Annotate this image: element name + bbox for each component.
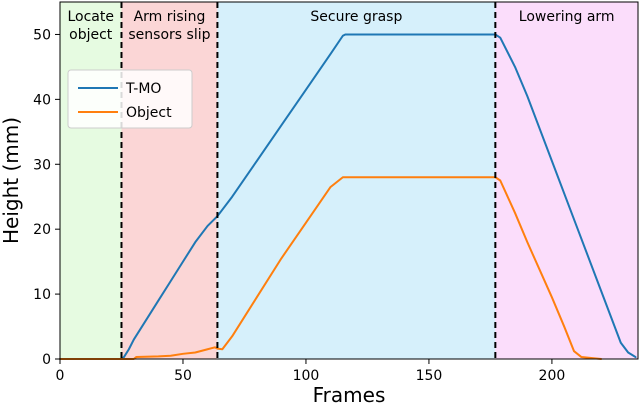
region-label-lowering-arm: Lowering arm <box>519 9 615 25</box>
region-labels: Locate object Arm rising sensors slip Secure… <box>67 9 614 43</box>
region-arm-rising-sensors-slip <box>121 2 218 359</box>
region-lowering-arm <box>495 2 638 359</box>
x-tick-label: 50 <box>174 368 192 384</box>
region-label-secure-grasp: Secure grasp <box>310 9 402 25</box>
x-tick-label: 100 <box>293 368 320 384</box>
legend-box <box>67 69 193 129</box>
region-secure-grasp <box>217 2 496 359</box>
series-line-object <box>59 176 603 360</box>
y-tick-label: 20 <box>33 222 51 238</box>
y-axis-label: Height (mm) <box>0 117 23 244</box>
regions-layer <box>60 2 638 359</box>
x-ticks: 0 50 100 150 200 <box>56 359 566 384</box>
y-tick-label: 0 <box>42 352 51 368</box>
plot-frame <box>59 1 639 360</box>
legend: T-MO Object <box>67 69 193 129</box>
series-layer <box>59 33 637 360</box>
region-locate-object <box>60 2 122 359</box>
region-label-sensors-slip: sensors slip <box>128 27 210 43</box>
y-tick-label: 50 <box>33 27 51 43</box>
region-label-arm-rising: Arm rising <box>134 9 206 25</box>
y-tick-label: 10 <box>33 287 51 303</box>
y-ticks: 0 10 20 30 40 50 <box>33 27 60 368</box>
y-tick-label: 30 <box>33 157 51 173</box>
x-tick-label: 200 <box>539 368 566 384</box>
region-label-object: object <box>69 27 113 43</box>
series-line-t-mo <box>59 33 637 360</box>
y-tick-label: 40 <box>33 92 51 108</box>
x-tick-label: 0 <box>56 368 65 384</box>
x-axis-label: Frames <box>313 383 386 407</box>
region-label-locate: Locate <box>67 9 114 25</box>
legend-label-t-mo: T-MO <box>125 81 161 97</box>
x-tick-label: 150 <box>416 368 443 384</box>
legend-label-object: Object <box>126 105 172 121</box>
